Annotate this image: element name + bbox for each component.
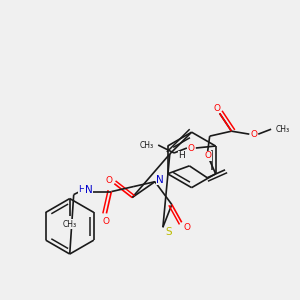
Text: S: S (166, 227, 172, 237)
Text: O: O (213, 104, 220, 113)
Text: N: N (85, 184, 92, 195)
Text: O: O (251, 130, 258, 139)
Text: CH₃: CH₃ (139, 140, 153, 149)
Text: O: O (106, 176, 113, 185)
Text: CH₃: CH₃ (63, 220, 77, 229)
Text: O: O (183, 223, 190, 232)
Text: N: N (156, 175, 164, 185)
Text: O: O (188, 143, 194, 152)
Text: H: H (178, 152, 185, 160)
Text: O: O (204, 152, 211, 160)
Text: CH₃: CH₃ (276, 125, 290, 134)
Text: O: O (103, 217, 110, 226)
Text: H: H (78, 185, 85, 194)
